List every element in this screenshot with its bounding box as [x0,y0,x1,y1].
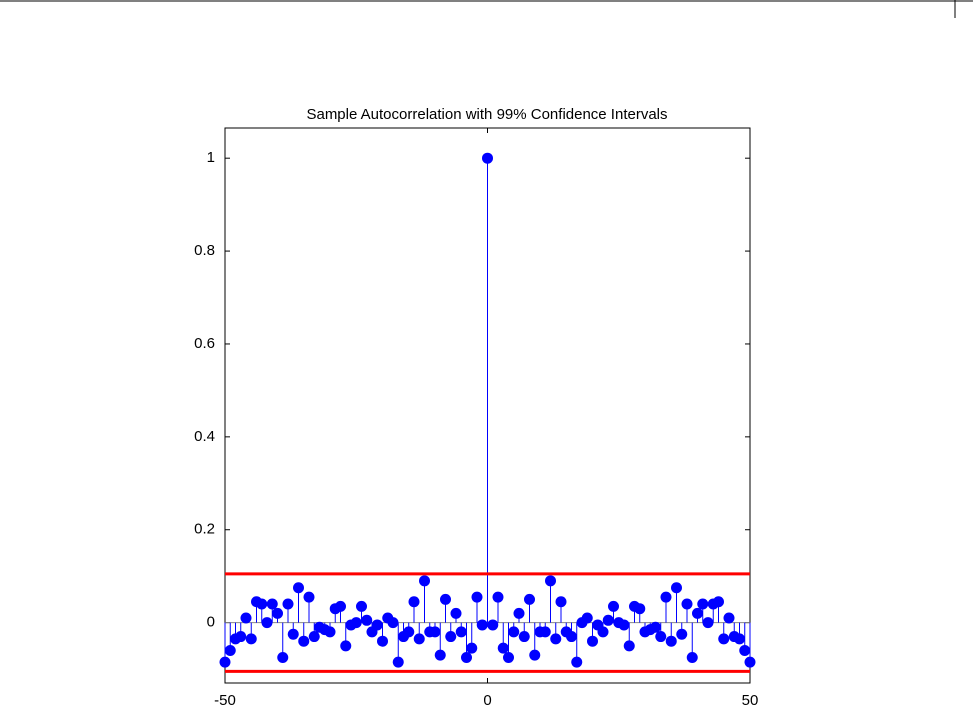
stem-marker [308,631,320,643]
stem-marker [403,626,415,638]
stem-marker [256,598,268,610]
x-tick-label: 0 [483,692,491,709]
stem-marker [340,640,352,652]
stem-marker [676,628,688,640]
stem-marker [545,575,556,587]
stem-marker [219,656,231,668]
stem-marker [266,598,278,610]
y-tick-label: 1 [207,149,215,166]
stem-marker [587,635,598,647]
stem-marker [665,635,677,647]
x-tick-label: -50 [214,692,236,709]
stem-marker [692,607,703,619]
stem-marker [455,626,467,638]
stem-marker [550,633,562,645]
stem-marker [739,644,751,656]
stem-marker [387,617,399,629]
stem-marker [650,621,661,633]
stem-marker [335,600,346,612]
stem-marker [303,591,315,603]
y-tick-label: 0.2 [194,521,215,538]
stem-marker [235,631,247,643]
stem-marker [513,607,525,619]
stem-marker [524,593,535,605]
stem-marker [539,626,551,638]
chart-title: Sample Autocorrelation with 99% Confiden… [306,106,667,123]
stem-marker [555,596,567,608]
stem-marker [392,656,404,668]
stem-marker [655,631,667,643]
stem-marker [419,575,430,587]
stem-marker [324,626,336,638]
stem-marker [529,649,541,661]
stem-marker [497,642,509,654]
y-tick-label: 0.4 [194,428,215,445]
stem-marker [240,612,252,624]
stem-marker [272,607,283,619]
stem-marker [718,633,730,645]
stem-marker [282,598,294,610]
stem-marker [634,603,646,615]
stem-marker [261,617,273,629]
stem-marker [744,656,756,668]
stem-marker [482,152,493,164]
stem-marker [476,619,488,631]
stem-marker [681,598,693,610]
stem-marker [713,596,724,608]
stem-marker [623,640,635,652]
stem-marker [671,582,682,594]
stem-marker [287,628,299,640]
stem-marker [356,600,367,612]
stem-marker [377,635,388,647]
stem-marker [361,614,373,626]
stem-marker [466,642,478,654]
stem-marker [461,651,472,663]
stem-marker [487,619,499,631]
stem-marker [245,633,257,645]
stem-marker [734,633,745,645]
stem-marker [408,596,420,608]
stem-marker [697,598,709,610]
stem-marker [429,626,441,638]
y-tick-label: 0 [207,614,215,631]
stem-marker [224,644,236,656]
stem-marker [434,649,446,661]
stem-marker [445,631,457,643]
stem-marker [702,617,714,629]
stem-marker [298,635,310,647]
stem-marker [518,631,530,643]
stem-marker [660,591,672,603]
stem-marker [277,651,289,663]
y-tick-label: 0.8 [194,242,215,259]
stem-marker [350,617,362,629]
y-tick-label: 0.6 [194,335,215,352]
stem-marker [566,631,577,643]
x-tick-label: 50 [742,692,759,709]
stem-marker [508,626,520,638]
stem-marker [618,619,630,631]
stem-marker [686,651,698,663]
stem-marker [492,591,504,603]
stem-marker [503,651,514,663]
stem-marker [581,612,593,624]
stem-marker [723,612,735,624]
stem-marker [602,614,614,626]
stem-marker [597,626,609,638]
stem-marker [571,656,583,668]
stem-marker [371,619,383,631]
stem-marker [608,600,619,612]
stem-marker [440,593,451,605]
stem-marker [413,633,425,645]
stem-marker [471,591,483,603]
stem-marker [293,582,304,594]
stem-marker [450,607,462,619]
